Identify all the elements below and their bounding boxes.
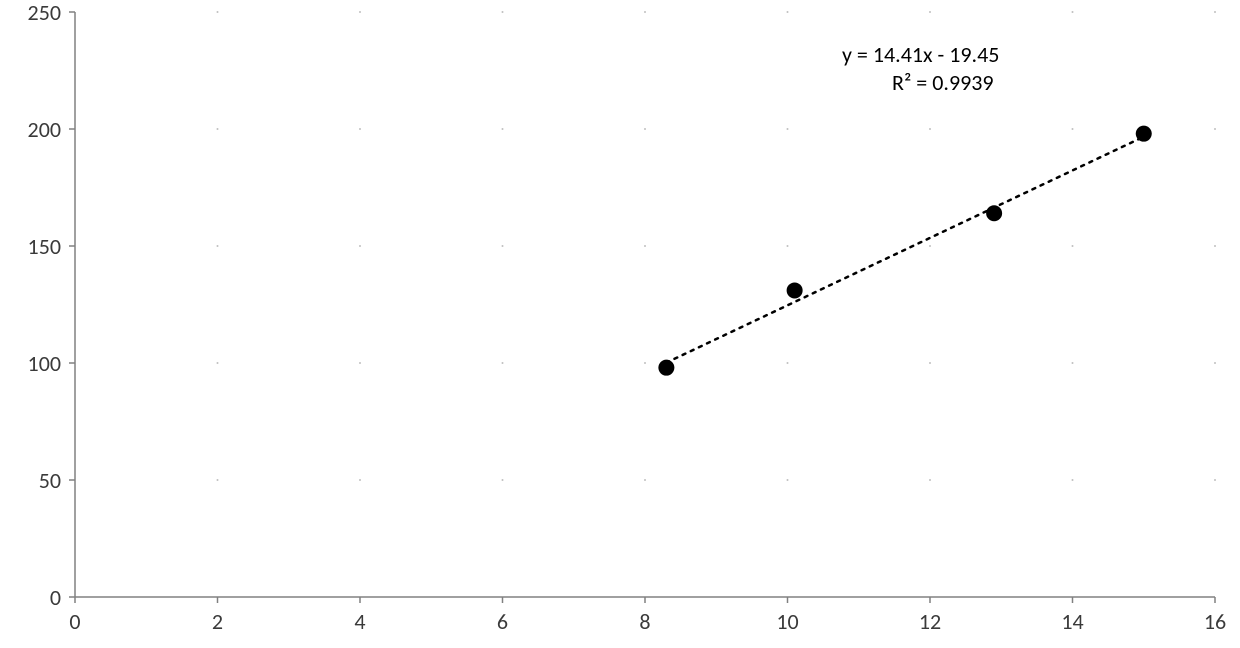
grid-dot [359, 362, 361, 364]
trendline-equation-line2: R² = 0.9939 [892, 69, 994, 96]
x-tick-label: 2 [212, 608, 223, 635]
grid-dot [1072, 11, 1074, 13]
x-tick-label: 10 [776, 608, 798, 635]
x-tick-label: 8 [639, 608, 650, 635]
grid-dot [787, 11, 789, 13]
grid-dot [502, 128, 504, 130]
data-point [658, 360, 674, 376]
grid-dot [502, 245, 504, 247]
grid-dot [1072, 362, 1074, 364]
grid-dot [787, 362, 789, 364]
grid-dot [359, 479, 361, 481]
grid-dot [1214, 11, 1216, 13]
grid-dot [644, 128, 646, 130]
grid-dot [644, 11, 646, 13]
grid-dot [1214, 128, 1216, 130]
chart-container: 0 2 4 6 8 10 12 14 16 0 50 100 150 200 250 y = 14.41x -… [0, 0, 1240, 648]
grid-dot [644, 245, 646, 247]
grid-dot [502, 362, 504, 364]
grid-dot [929, 245, 931, 247]
data-point [1136, 126, 1152, 142]
grid-dot [217, 245, 219, 247]
grid-dot [1072, 245, 1074, 247]
y-tick-label: 250 [28, 0, 61, 26]
grid-dot [502, 11, 504, 13]
grid-dot [1214, 245, 1216, 247]
y-tick-label: 200 [28, 116, 61, 143]
grid-dot [1072, 128, 1074, 130]
scatter-chart: 0 2 4 6 8 10 12 14 16 0 50 100 150 200 250 y = 14.41x -… [0, 0, 1240, 648]
grid-dot [1214, 362, 1216, 364]
y-tick-label: 0 [50, 584, 61, 611]
grid-dot [644, 362, 646, 364]
grid-dot [502, 479, 504, 481]
x-tick-label: 4 [354, 608, 365, 635]
grid-dot [217, 479, 219, 481]
grid-dot [787, 245, 789, 247]
x-tick-label: 6 [497, 608, 508, 635]
x-tick-label: 12 [919, 608, 941, 635]
data-point [787, 282, 803, 298]
grid-dot [929, 11, 931, 13]
chart-background [0, 0, 1240, 648]
grid-dot [359, 11, 361, 13]
y-tick-label: 100 [28, 350, 61, 377]
y-tick-label: 150 [28, 233, 61, 260]
trendline-equation-line1: y = 14.41x - 19.45 [842, 41, 999, 68]
grid-dot [929, 362, 931, 364]
data-point [986, 205, 1002, 221]
grid-dot [929, 479, 931, 481]
x-tick-label: 0 [69, 608, 80, 635]
grid-dot [217, 128, 219, 130]
grid-dot [217, 11, 219, 13]
grid-dot [1072, 479, 1074, 481]
grid-dot [787, 479, 789, 481]
grid-dot [929, 128, 931, 130]
grid-dot [1214, 479, 1216, 481]
grid-dot [787, 128, 789, 130]
grid-dot [359, 128, 361, 130]
x-tick-label: 16 [1204, 608, 1226, 635]
x-tick-label: 14 [1061, 608, 1083, 635]
y-tick-label: 50 [39, 467, 61, 494]
grid-dot [217, 362, 219, 364]
grid-dot [644, 479, 646, 481]
grid-dot [359, 245, 361, 247]
